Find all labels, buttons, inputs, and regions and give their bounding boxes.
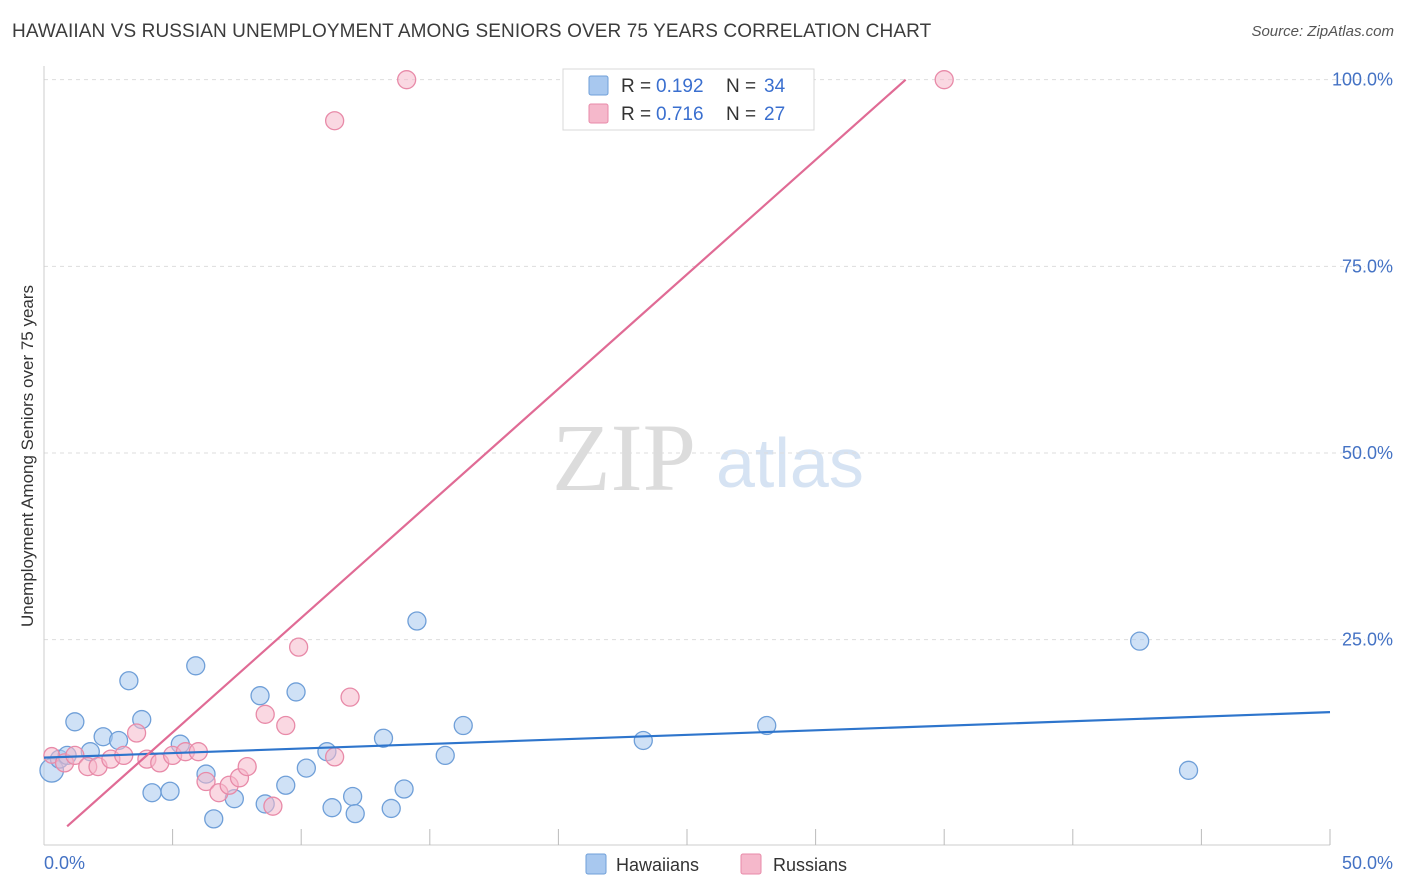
hawaiians-point-27	[394, 779, 414, 799]
y-tick-label-3: 100.0%	[1332, 70, 1393, 90]
legend-n-value-hawaiians: 34	[764, 76, 786, 97]
x-tick-label-min: 0.0%	[44, 853, 85, 873]
hawaiians-point-22	[322, 798, 342, 818]
russians-trendline	[66, 78, 907, 828]
hawaiians-point-23	[342, 786, 363, 807]
y-tick-label-0: 25.0%	[1342, 630, 1393, 650]
russians-point-22	[324, 747, 345, 767]
bottom-legend-swatch-hawaiians	[585, 853, 607, 875]
hawaiians-point-30	[453, 715, 473, 736]
axes	[43, 66, 1331, 846]
legend-n-label-russians: N =	[726, 104, 756, 125]
hawaiians-point-28	[407, 611, 427, 631]
russians-point-24	[324, 111, 345, 131]
hawaiians-point-16	[250, 686, 270, 706]
bottom-legend-label-russians: Russians	[773, 855, 847, 875]
gridlines	[44, 79, 1365, 641]
hawaiians-point-12	[186, 656, 206, 676]
russians-point-20	[276, 715, 296, 736]
y-tick-label-2: 75.0%	[1342, 256, 1393, 276]
legend-swatch-hawaiians	[588, 75, 609, 96]
hawaiians-point-24	[345, 803, 365, 824]
hawaiians-point-33	[1130, 631, 1150, 651]
hawaiians-point-31	[633, 730, 653, 751]
russians-point-21	[288, 637, 309, 657]
legend-n-label-hawaiians: N =	[726, 76, 756, 97]
watermark-atlas: atlas	[716, 424, 864, 502]
hawaiians-point-18	[276, 775, 296, 795]
hawaiians-point-10	[160, 781, 180, 801]
chart-source: Source: ZipAtlas.com	[1251, 23, 1394, 40]
russians-point-7	[126, 723, 147, 743]
legend-r-value-russians: 0.716	[656, 104, 704, 125]
y-tick-labels: 25.0% 50.0% 75.0% 100.0%	[1332, 70, 1393, 650]
hawaiians-point-9	[142, 783, 162, 803]
legend-r-label-russians: R =	[621, 104, 651, 125]
watermark-zip: ZIP	[552, 404, 696, 511]
russians-point-23	[340, 687, 360, 707]
hawaiians-point-29	[435, 745, 455, 766]
hawaiians-point-34	[1178, 760, 1199, 780]
russians-point-17	[237, 756, 257, 777]
legend-r-label-hawaiians: R =	[621, 76, 651, 97]
y-tick-label-1: 50.0%	[1342, 443, 1393, 463]
russians-point-25	[397, 70, 417, 90]
hawaiians-point-7	[119, 671, 139, 691]
russians-point-18	[255, 704, 275, 724]
stats-legend: R = 0.192 N = 34 R = 0.716 N = 27	[562, 68, 815, 131]
hawaiians-point-14	[204, 809, 224, 829]
hawaiians-trendline	[43, 710, 1331, 759]
legend-swatch-russians	[588, 103, 609, 124]
bottom-legend-label-hawaiians: Hawaiians	[616, 855, 699, 875]
watermark: ZIP atlas	[552, 404, 864, 511]
hawaiians-point-32	[757, 715, 777, 736]
y-axis-title: Unemployment Among Seniors over 75 years	[18, 285, 37, 627]
bottom-legend: Hawaiians Russians	[585, 853, 847, 875]
russians-point-13	[196, 771, 216, 792]
hawaiians-point-26	[381, 798, 401, 819]
trendlines	[43, 78, 1331, 828]
hawaiians-point-25	[373, 728, 394, 748]
chart-title: HAWAIIAN VS RUSSIAN UNEMPLOYMENT AMONG S…	[12, 21, 932, 42]
russians-point-26	[934, 70, 954, 90]
legend-n-value-russians: 27	[764, 104, 785, 125]
bottom-legend-swatch-russians	[740, 853, 762, 875]
hawaiians-point-19	[286, 682, 306, 702]
x-tick-label-max: 50.0%	[1342, 853, 1393, 873]
legend-r-value-hawaiians: 0.192	[656, 76, 704, 97]
hawaiians-point-3	[65, 712, 85, 732]
russians-point-19	[263, 796, 283, 816]
hawaiians-point-20	[296, 758, 316, 778]
